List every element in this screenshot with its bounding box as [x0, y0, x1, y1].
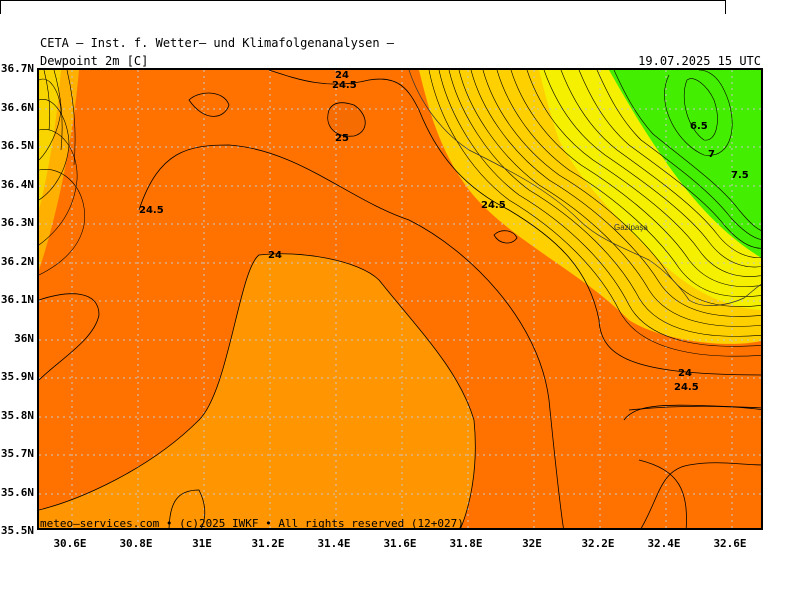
- lat-label: 36.4N: [0, 178, 34, 191]
- map-title: CETA — Inst. f. Wetter— und Klimafolgena…: [40, 36, 395, 50]
- contour-label: 6.5: [690, 121, 708, 132]
- lat-label: 36N: [14, 332, 34, 345]
- lon-label: 30.8E: [119, 537, 153, 550]
- dewpoint-map: 24 24.5 25 24.5 24 24.5 6.5 7 7.5 24 24.…: [37, 68, 763, 530]
- map-canvas: 24 24.5 25 24.5 24 24.5 6.5 7 7.5 24 24.…: [39, 70, 761, 528]
- field-area-left-yellow-core: [39, 70, 61, 210]
- lat-label: 36.3N: [0, 216, 34, 229]
- contour-labels: 24 24.5 25 24.5 24 24.5 6.5 7 7.5 24 24.…: [139, 70, 749, 393]
- field-area-below-24-b: [169, 490, 205, 528]
- variable-label: Dewpoint 2m [C]: [40, 54, 149, 68]
- lat-label: 36.7N: [0, 62, 34, 75]
- lon-label: 32E: [522, 537, 542, 550]
- lon-label: 31.6E: [383, 537, 417, 550]
- lat-label: 36.6N: [0, 101, 34, 114]
- lat-label: 35.9N: [0, 370, 34, 383]
- lat-label: 36.5N: [0, 139, 34, 152]
- lon-label: 31.8E: [449, 537, 483, 550]
- lon-label: 31.2E: [251, 537, 285, 550]
- lat-label: 35.8N: [0, 409, 34, 422]
- contour-label: 24: [678, 368, 692, 379]
- lon-label: 32.2E: [581, 537, 615, 550]
- coastline: [408, 70, 761, 306]
- contour-lines-dense: [39, 70, 761, 357]
- lat-label: 36.2N: [0, 255, 34, 268]
- field-area-above-25: [327, 102, 366, 137]
- lon-label: 31.4E: [317, 537, 351, 550]
- field-area-yellow-core: [539, 70, 761, 310]
- field-area-below-24: [39, 253, 476, 528]
- contour-label: 24: [335, 70, 349, 81]
- lon-label: 32.6E: [713, 537, 747, 550]
- lat-label: 36.1N: [0, 293, 34, 306]
- header-bar: [0, 0, 726, 14]
- field-area-green: [609, 70, 761, 258]
- contour-label: 7: [708, 149, 715, 160]
- lat-label: 35.5N: [0, 524, 34, 537]
- contour-label: 24.5: [139, 205, 164, 216]
- contour-label: 24.5: [674, 382, 699, 393]
- lat-label: 35.7N: [0, 447, 34, 460]
- valid-time: 19.07.2025 15 UTC: [638, 54, 761, 68]
- contour-label: 7.5: [731, 170, 749, 181]
- lon-label: 32.4E: [647, 537, 681, 550]
- contour-lines: [39, 70, 761, 528]
- lon-label: 30.6E: [53, 537, 87, 550]
- lat-label: 35.6N: [0, 486, 34, 499]
- copyright-notice: meteo—services.com • (c)2025 IWKF • All …: [40, 517, 464, 530]
- lon-label: 31E: [192, 537, 212, 550]
- place-label: Gazipaşa: [614, 223, 648, 232]
- contour-label: 24.5: [481, 200, 506, 211]
- contour-label: 25: [335, 133, 349, 144]
- contour-label: 24: [268, 250, 282, 261]
- lat-lon-grid: [39, 70, 761, 528]
- contour-label: 24.5: [332, 80, 357, 91]
